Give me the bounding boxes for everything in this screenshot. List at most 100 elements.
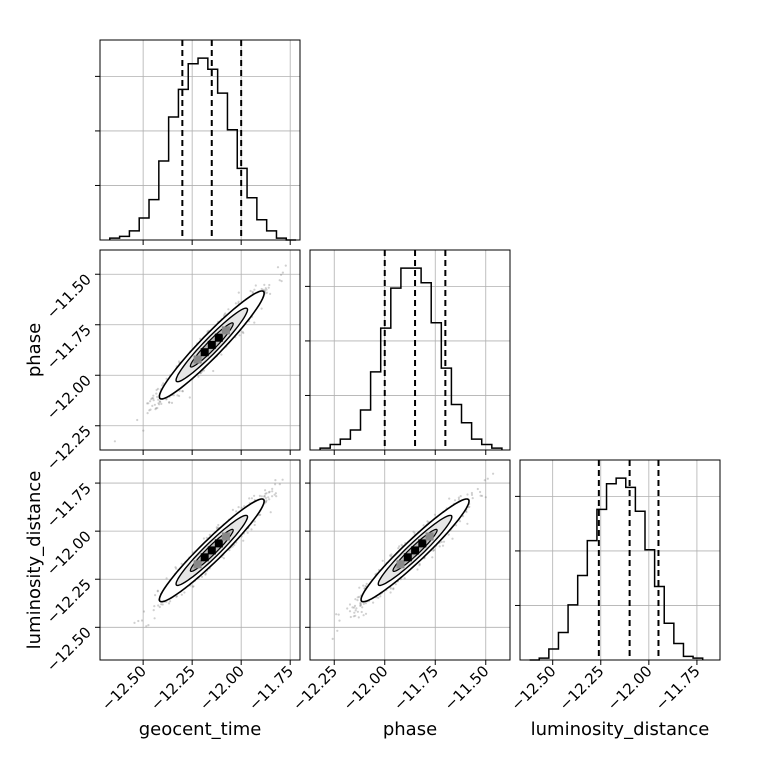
x-tick-label: −11.75 (652, 662, 704, 714)
scatter-point (412, 530, 415, 533)
scatter-point (253, 321, 256, 324)
histogram-luminosity-distance (515, 460, 720, 661)
scatter-point (175, 595, 179, 598)
scatter-point (263, 495, 266, 498)
scatter-point (438, 545, 441, 548)
scatter-point (212, 369, 215, 373)
scatter-point (372, 601, 375, 604)
scatter-point (281, 271, 284, 274)
scatter-point (202, 369, 206, 372)
scatter-point (147, 624, 150, 627)
scatter-point (413, 531, 416, 534)
scatter-point (484, 496, 487, 499)
scatter-point (432, 549, 435, 552)
scatter-point (274, 479, 277, 482)
y-tick-label: −12.25 (43, 422, 95, 474)
scatter-point (448, 497, 451, 500)
panel-frame-phase-vs-luminosity-distance (309, 459, 511, 661)
scatter-point (264, 492, 267, 495)
scatter-point (265, 492, 268, 495)
scatter-point (165, 398, 168, 401)
scatter-point (155, 392, 158, 395)
density-cell (193, 355, 202, 364)
scatter-point (158, 403, 161, 406)
scatter-point (152, 394, 155, 397)
scatter-point (359, 604, 362, 608)
scatter-point (358, 586, 361, 589)
scatter-point (180, 562, 183, 565)
density-cell (418, 539, 427, 548)
scatter-point (142, 610, 146, 613)
density-cell (403, 553, 412, 562)
scatter-point (351, 606, 354, 609)
scatter-point (202, 537, 205, 540)
scatter-point (389, 591, 392, 594)
histogram-step-geocent-time (109, 57, 297, 241)
scatter-point (360, 610, 363, 614)
scatter-point (154, 594, 157, 597)
scatter-point (259, 513, 262, 516)
scatter-point (479, 490, 482, 494)
scatter-point (156, 395, 159, 398)
panel-frame-geocent-time (99, 39, 301, 241)
scatter-point (156, 589, 159, 592)
density-cell (193, 560, 202, 569)
scatter-point (281, 478, 284, 481)
scatter-point (337, 613, 340, 616)
scatter-point (148, 409, 151, 412)
scatter-point (155, 388, 158, 392)
scatter-point (265, 288, 268, 291)
scatter-point (356, 596, 359, 599)
scatter-point (471, 497, 474, 500)
scatter-point (176, 394, 179, 397)
scatter-point (273, 493, 276, 496)
scatter-point (392, 587, 395, 590)
scatter-point (231, 508, 234, 511)
x-tick-label: −12.00 (340, 662, 392, 714)
scatter-point (275, 495, 278, 498)
scatter-point (418, 563, 421, 566)
scatter-point (394, 583, 397, 586)
scatter-point (157, 402, 160, 405)
scatter-point (364, 585, 367, 588)
scatter-point (246, 531, 249, 534)
scatter-point (458, 520, 462, 523)
scatter-point (362, 584, 365, 587)
panel-frame-phase (309, 249, 511, 451)
scatter-point (364, 602, 367, 605)
scatter-point (154, 408, 157, 411)
density-cell (214, 333, 223, 342)
scatter-point (234, 302, 237, 305)
scatter-point (258, 513, 261, 517)
scatter-point (158, 605, 161, 609)
scatter-point (362, 614, 365, 617)
scatter-point (442, 540, 446, 543)
scatter-point (459, 495, 462, 498)
scatter-point (453, 499, 457, 502)
x-tick-label: −12.00 (604, 662, 656, 714)
histogram-geocent-time (95, 40, 300, 241)
scatter-point (228, 549, 231, 552)
scatter-point (365, 582, 368, 586)
scatter-point (158, 400, 161, 403)
scatter-point (237, 300, 240, 303)
density-cell (221, 532, 230, 541)
scatter-point (392, 588, 395, 591)
scatter-point (271, 495, 274, 498)
scatter-point (431, 556, 434, 559)
scatter-point (155, 407, 158, 410)
scatter-point (440, 540, 443, 544)
scatter-point (265, 499, 268, 502)
scatter-point (269, 292, 272, 295)
scatter-point (361, 606, 364, 609)
scatter-point (191, 585, 194, 588)
scatter-point (183, 591, 186, 594)
scatter-point (274, 492, 277, 495)
y-tick-label: −11.75 (43, 479, 95, 531)
scatter-point (222, 557, 225, 560)
scatter-point (349, 615, 352, 619)
scatter-point (267, 286, 270, 289)
scatter-point (137, 619, 140, 623)
scatter-point (354, 609, 357, 612)
scatter-point (390, 555, 393, 558)
